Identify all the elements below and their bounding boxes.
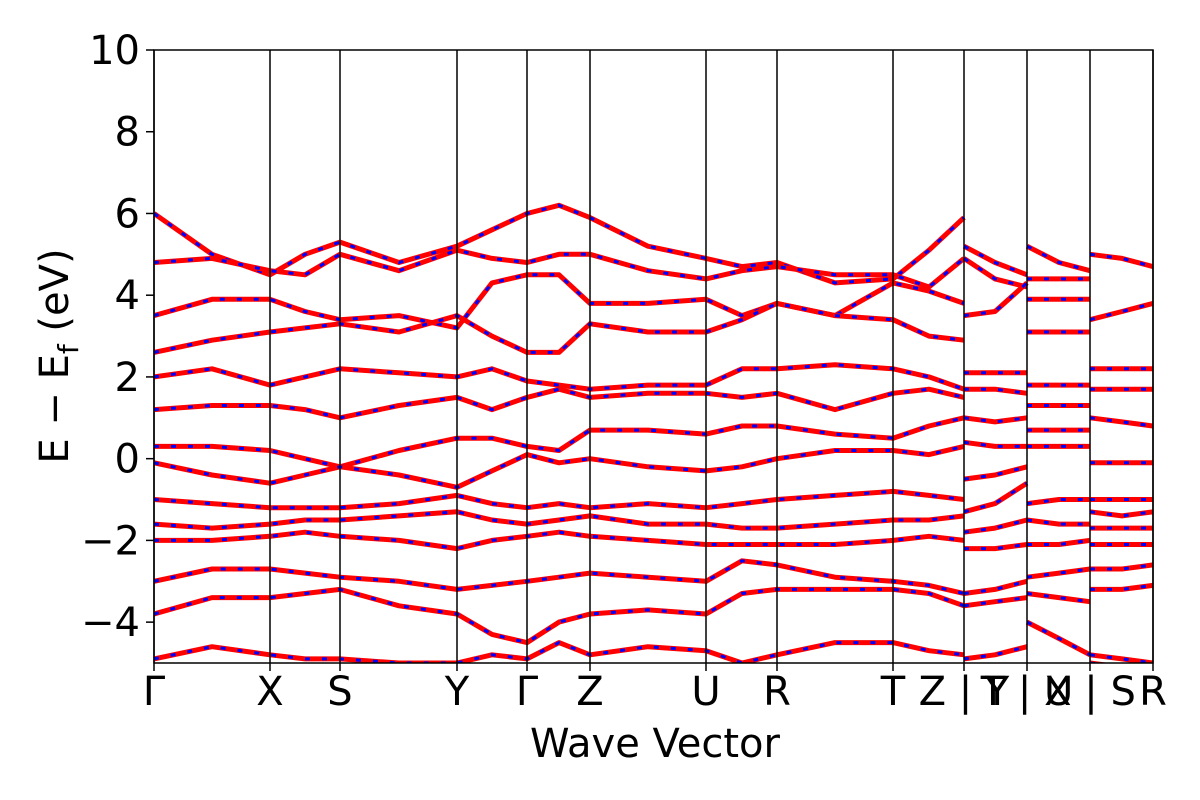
bands <box>154 202 1153 663</box>
band-line <box>154 619 1110 663</box>
x-tick-label: U <box>691 669 720 715</box>
band-line-dashed <box>154 416 1153 501</box>
x-tick-label: S <box>327 669 352 715</box>
y-label-unit <box>32 332 78 345</box>
band-line <box>154 529 1153 572</box>
y-axis-label: E − Ef (eV) <box>32 248 85 463</box>
band-line <box>154 558 1153 596</box>
band-line <box>154 386 1153 466</box>
y-tick-label: 4 <box>115 273 140 319</box>
band-line-dashed <box>154 559 1153 595</box>
band-line-dashed <box>154 203 1153 285</box>
band-line <box>154 272 1153 372</box>
x-axis-label: Wave Vector <box>530 721 781 767</box>
y-tick-label: 10 <box>89 28 140 74</box>
band-line <box>154 509 1153 547</box>
band-line <box>154 443 1153 519</box>
band-line <box>154 362 1153 429</box>
y-label-unit: (eV) <box>32 248 78 331</box>
x-tick-label: T | U <box>980 669 1074 715</box>
band-line <box>154 481 1153 531</box>
band-line-dashed <box>154 248 1153 322</box>
band-line-dashed <box>154 387 1153 465</box>
x-tick-label: Γ <box>516 669 539 715</box>
x-tick-label: Γ <box>143 669 166 715</box>
y-tick-label: −4 <box>81 600 140 646</box>
band-line-dashed <box>154 530 1153 571</box>
x-tick-label: Y <box>444 669 470 715</box>
x-tick-label: Z | Y <box>919 669 1010 715</box>
y-label-sub: f <box>52 343 85 354</box>
band-line-dashed <box>154 273 1153 371</box>
x-tick-label: R <box>763 669 791 715</box>
y-label-main: E − E <box>32 354 78 464</box>
band-line <box>154 300 1153 392</box>
x-tick-label: Z <box>576 669 603 715</box>
y-tick-label: 2 <box>115 355 140 401</box>
y-tick-label: 0 <box>115 437 140 483</box>
x-tick-label: R <box>1139 669 1167 715</box>
x-tick-label: T <box>880 669 906 715</box>
y-tick-label: 6 <box>115 191 140 237</box>
x-tick-label: X <box>256 669 283 715</box>
x-tick-label: X | S <box>1044 669 1136 715</box>
band-line-dashed <box>154 620 1102 663</box>
y-tick-label: −2 <box>81 518 140 564</box>
band-line <box>154 586 1153 663</box>
y-tick-label: 8 <box>115 110 140 156</box>
